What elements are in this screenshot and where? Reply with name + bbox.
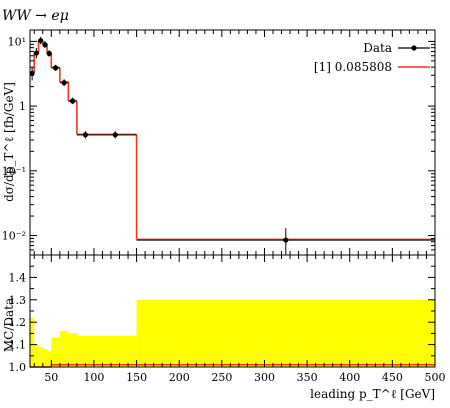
main-y-axis-label: dσ/dp_T^ℓ [fb/GeV] <box>2 82 16 202</box>
legend-marker-data <box>398 45 430 51</box>
ratio-ytick-label: 1.0 <box>9 361 27 374</box>
data-point-3 <box>42 42 48 48</box>
ratio-xtick-label: 50 <box>44 371 58 384</box>
legend-label-mc: [1] 0.085808 <box>314 60 392 74</box>
ratio-xtick-label: 150 <box>126 371 147 384</box>
ratio-band-bin-2 <box>38 346 43 367</box>
data-point-6 <box>61 80 67 86</box>
ratio-band-bin-5 <box>51 337 60 367</box>
main-plot-area: 10⁻² 10⁻¹ 1 10¹ <box>2 29 436 256</box>
data-point-8 <box>82 132 89 138</box>
data-point-10 <box>283 237 289 243</box>
data-point-2 <box>38 37 44 44</box>
main-ytick-label: 10¹ <box>8 35 26 48</box>
data-point-7 <box>70 98 76 104</box>
ratio-band-bin-3 <box>42 349 48 367</box>
ratio-xtick-label: 450 <box>382 371 403 384</box>
data-point-4 <box>46 50 52 57</box>
ratio-ytick-label: 1.3 <box>9 294 27 307</box>
ratio-xtick-label: 250 <box>211 371 232 384</box>
ratio-band-bin-10 <box>136 299 435 367</box>
ratio-band-bin-8 <box>76 335 94 367</box>
data-point-9 <box>112 132 118 138</box>
ratio-band-bin-4 <box>47 351 52 367</box>
ratio-xtick-label: 200 <box>169 371 190 384</box>
ratio-band-bin-1 <box>34 344 39 367</box>
ratio-y-axis-label: MC/Data <box>2 298 16 352</box>
ratio-xtick-label: 100 <box>83 371 104 384</box>
legend-label-data: Data <box>363 41 392 55</box>
ratio-ytick-label: 1.1 <box>9 339 27 352</box>
main-ytick-label: 10⁻² <box>2 230 26 243</box>
ratio-xtick-label: 300 <box>254 371 275 384</box>
ratio-band-bin-7 <box>68 333 77 367</box>
ratio-ytick-label: 1.4 <box>9 271 27 284</box>
data-point-5 <box>52 65 59 71</box>
x-axis-label: leading p_T^ℓ [GeV] <box>310 387 435 401</box>
ratio-xtick-label: 350 <box>297 371 318 384</box>
ratio-plot-area: 1.0 1.1 1.2 1.3 1.4 50 100 150 200 250 300 350 400 4… <box>9 254 446 384</box>
main-ytick-label: 10⁻¹ <box>2 165 26 178</box>
plot-title: WW → eμ <box>2 8 69 24</box>
ratio-xtick-label: 500 <box>425 371 446 384</box>
ratio-band-bin-6 <box>59 331 69 367</box>
ratio-xtick-label: 400 <box>339 371 360 384</box>
ratio-band-bin-9 <box>93 335 137 367</box>
main-ytick-label: 1 <box>19 100 26 113</box>
ratio-band-bin-0 <box>30 317 35 367</box>
legend: Data [1] 0.085808 <box>314 41 430 74</box>
data-point-1 <box>33 50 39 56</box>
data-point-0 <box>29 70 35 77</box>
ratio-ytick-label: 1.2 <box>9 316 27 329</box>
